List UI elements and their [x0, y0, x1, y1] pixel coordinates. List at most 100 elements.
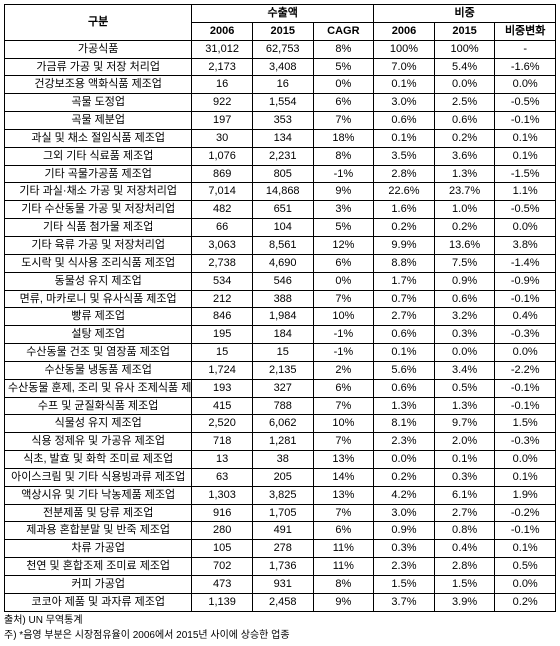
cell-share-2015: 0.3% [434, 326, 495, 344]
cell-share-2015: 2.5% [434, 94, 495, 112]
row-label: 차류 가공업 [5, 540, 192, 558]
cell-cagr: 8% [313, 576, 374, 594]
cell-cagr: 10% [313, 308, 374, 326]
cell-share-2015: 3.6% [434, 147, 495, 165]
cell-share-2015: 1.0% [434, 201, 495, 219]
cell-share-2006: 5.6% [374, 361, 435, 379]
row-label: 수프 및 균질화식품 제조업 [5, 397, 192, 415]
row-label: 곡물 제분업 [5, 112, 192, 130]
cell-share-change: 1.1% [495, 183, 556, 201]
cell-share-2015: 2.8% [434, 558, 495, 576]
cell-share-change: -0.3% [495, 326, 556, 344]
cell-export-2006: 280 [192, 522, 253, 540]
cell-cagr: 6% [313, 254, 374, 272]
col-export-group: 수출액 [192, 5, 374, 23]
cell-share-change: -0.2% [495, 504, 556, 522]
table-row: 빵류 제조업8461,98410%2.7%3.2%0.4% [5, 308, 556, 326]
table-row: 기타 수산동물 가공 및 저장처리업4826513%1.6%1.0%-0.5% [5, 201, 556, 219]
cell-share-2015: 6.1% [434, 486, 495, 504]
cell-export-2006: 193 [192, 379, 253, 397]
cell-export-2015: 1,736 [252, 558, 313, 576]
col-2015-export: 2015 [252, 22, 313, 40]
cell-export-2006: 212 [192, 290, 253, 308]
cell-export-2006: 3,063 [192, 236, 253, 254]
cell-cagr: 11% [313, 558, 374, 576]
cell-export-2006: 30 [192, 129, 253, 147]
row-label: 동물성 유지 제조업 [5, 272, 192, 290]
row-label: 기타 육류 가공 및 저장처리업 [5, 236, 192, 254]
cell-share-change: 0.0% [495, 451, 556, 469]
cell-cagr: 7% [313, 112, 374, 130]
cell-share-2006: 7.0% [374, 58, 435, 76]
table-row: 기타 과실·채소 가공 및 저장처리업7,01414,8689%22.6%23.… [5, 183, 556, 201]
cell-export-2006: 702 [192, 558, 253, 576]
cell-export-2015: 14,868 [252, 183, 313, 201]
cell-cagr: 6% [313, 94, 374, 112]
table-row: 면류, 마카로니 및 유사식품 제조업2123887%0.7%0.6%-0.1% [5, 290, 556, 308]
row-label: 식초, 발효 및 화학 조미료 제조업 [5, 451, 192, 469]
cell-export-2015: 353 [252, 112, 313, 130]
table-row: 기타 식품 첨가물 제조업661045%0.2%0.2%0.0% [5, 219, 556, 237]
cell-export-2015: 1,984 [252, 308, 313, 326]
cell-share-2006: 0.3% [374, 540, 435, 558]
row-label: 커피 가공업 [5, 576, 192, 594]
table-row: 식용 정제유 및 가공유 제조업7181,2817%2.3%2.0%-0.3% [5, 433, 556, 451]
table-row: 곡물 도정업9221,5546%3.0%2.5%-0.5% [5, 94, 556, 112]
row-label: 코코아 제품 및 과자류 제조업 [5, 593, 192, 611]
table-row: 수산동물 냉동품 제조업1,7242,1352%5.6%3.4%-2.2% [5, 361, 556, 379]
row-label: 식물성 유지 제조업 [5, 415, 192, 433]
cell-share-2015: 9.7% [434, 415, 495, 433]
cell-share-change: -0.1% [495, 290, 556, 308]
row-label: 수산동물 냉동품 제조업 [5, 361, 192, 379]
cell-export-2015: 205 [252, 468, 313, 486]
cell-cagr: 2% [313, 361, 374, 379]
table-row: 천연 및 혼합조제 조미료 제조업7021,73611%2.3%2.8%0.5% [5, 558, 556, 576]
cell-cagr: 9% [313, 183, 374, 201]
row-label: 천연 및 혼합조제 조미료 제조업 [5, 558, 192, 576]
cell-cagr: 12% [313, 236, 374, 254]
cell-share-2015: 7.5% [434, 254, 495, 272]
cell-share-change: 0.0% [495, 344, 556, 362]
cell-export-2015: 1,281 [252, 433, 313, 451]
table-row: 설탕 제조업195184-1%0.6%0.3%-0.3% [5, 326, 556, 344]
cell-export-2015: 104 [252, 219, 313, 237]
cell-share-change: 1.5% [495, 415, 556, 433]
col-2006-export: 2006 [192, 22, 253, 40]
cell-export-2015: 651 [252, 201, 313, 219]
cell-export-2006: 1,303 [192, 486, 253, 504]
cell-share-2006: 1.7% [374, 272, 435, 290]
cell-export-2015: 62,753 [252, 40, 313, 58]
cell-export-2006: 197 [192, 112, 253, 130]
cell-share-2006: 0.1% [374, 344, 435, 362]
footnote-source: 출처) UN 무역통계 [4, 614, 556, 627]
cell-export-2015: 805 [252, 165, 313, 183]
cell-share-2006: 9.9% [374, 236, 435, 254]
table-row: 도시락 및 식사용 조리식품 제조업2,7384,6906%8.8%7.5%-1… [5, 254, 556, 272]
table-row: 가공식품31,01262,7538%100%100%- [5, 40, 556, 58]
cell-share-2006: 0.6% [374, 112, 435, 130]
table-row: 건강보조용 액화식품 제조업16160%0.1%0.0%0.0% [5, 76, 556, 94]
cell-share-2015: 13.6% [434, 236, 495, 254]
table-row: 식초, 발효 및 화학 조미료 제조업133813%0.0%0.1%0.0% [5, 451, 556, 469]
cell-share-change: - [495, 40, 556, 58]
table-row: 커피 가공업4739318%1.5%1.5%0.0% [5, 576, 556, 594]
table-row: 기타 육류 가공 및 저장처리업3,0638,56112%9.9%13.6%3.… [5, 236, 556, 254]
cell-share-2015: 2.7% [434, 504, 495, 522]
row-label: 수산동물 건조 및 염장품 제조업 [5, 344, 192, 362]
cell-share-2006: 22.6% [374, 183, 435, 201]
cell-share-change: 1.9% [495, 486, 556, 504]
cell-share-2015: 23.7% [434, 183, 495, 201]
cell-share-2006: 3.0% [374, 94, 435, 112]
cell-export-2015: 6,062 [252, 415, 313, 433]
header-row-1: 구분 수출액 비중 [5, 5, 556, 23]
row-label: 면류, 마카로니 및 유사식품 제조업 [5, 290, 192, 308]
row-label: 제과용 혼합분말 및 반죽 제조업 [5, 522, 192, 540]
cell-share-2015: 3.4% [434, 361, 495, 379]
cell-cagr: -1% [313, 344, 374, 362]
cell-export-2006: 415 [192, 397, 253, 415]
cell-share-2006: 0.9% [374, 522, 435, 540]
cell-share-2015: 0.8% [434, 522, 495, 540]
cell-export-2015: 38 [252, 451, 313, 469]
cell-share-change: -1.4% [495, 254, 556, 272]
row-label: 건강보조용 액화식품 제조업 [5, 76, 192, 94]
